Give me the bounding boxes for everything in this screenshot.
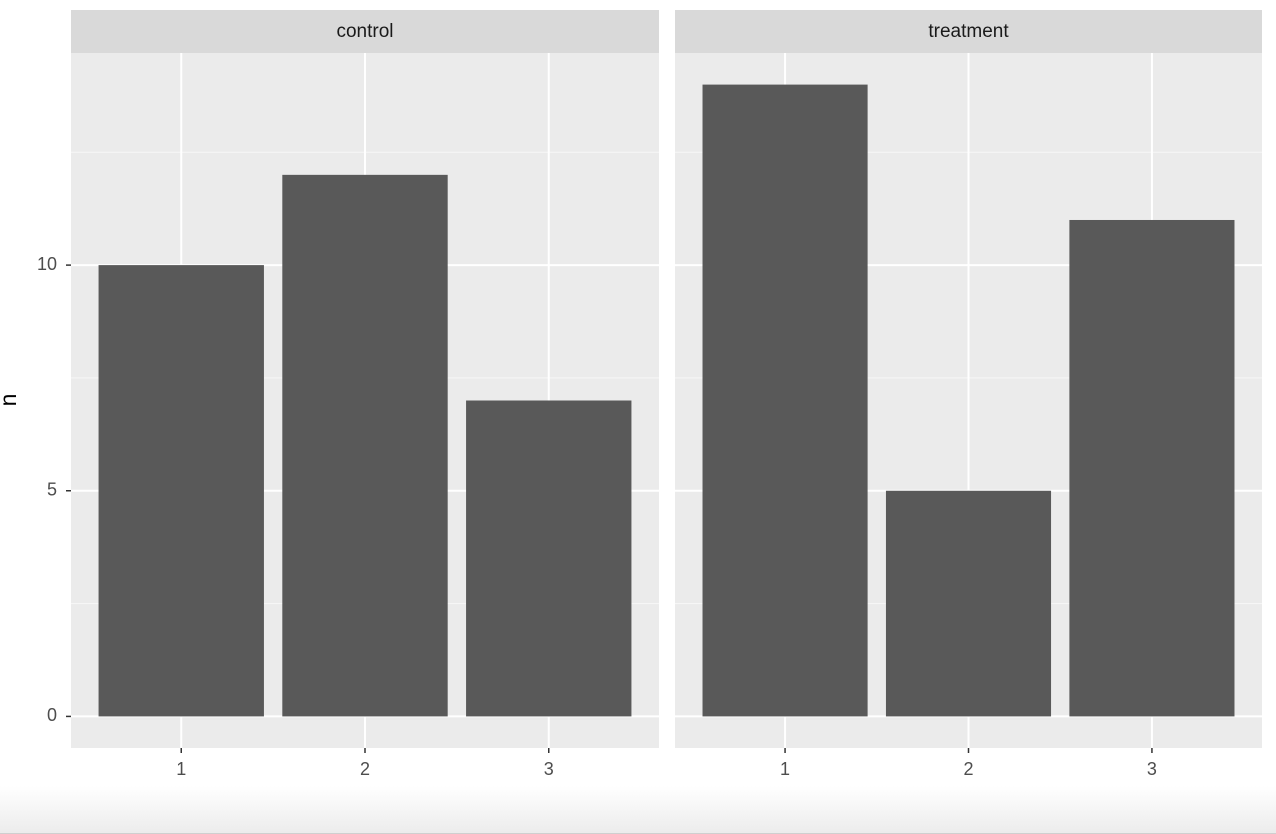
strip bbox=[675, 10, 1262, 53]
bar bbox=[702, 84, 868, 717]
x-tick-label: 1 bbox=[780, 759, 790, 779]
y-tick-label: 0 bbox=[47, 705, 57, 725]
y-tick-label: 10 bbox=[37, 254, 57, 274]
x-tick-label: 2 bbox=[360, 759, 370, 779]
y-axis-title: n bbox=[0, 394, 21, 407]
bar bbox=[98, 265, 264, 717]
facet-title: treatment bbox=[928, 21, 1009, 42]
strip bbox=[71, 10, 659, 53]
x-tick-label: 3 bbox=[1147, 759, 1157, 779]
x-tick-label: 1 bbox=[176, 759, 186, 779]
bar bbox=[1069, 219, 1235, 717]
x-tick-label: 3 bbox=[544, 759, 554, 779]
window-shade bbox=[0, 786, 1276, 834]
facet-title: control bbox=[336, 21, 393, 42]
x-tick-label: 2 bbox=[963, 759, 973, 779]
y-tick-label: 5 bbox=[47, 480, 57, 500]
bar bbox=[282, 174, 448, 717]
bar bbox=[885, 490, 1052, 717]
bar bbox=[466, 400, 632, 717]
